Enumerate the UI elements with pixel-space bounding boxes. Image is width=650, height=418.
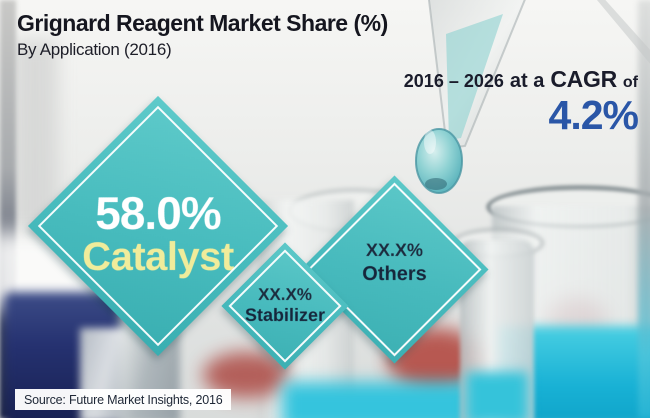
cagr-annotation: 2016 – 2026 at a CAGR of 4.2% [404,66,639,138]
source-text: Source: Future Market Insights, 2016 [24,392,223,407]
cyan-liquid-center [282,382,482,418]
page-subtitle: By Application (2016) [17,39,172,59]
header: Grignard Reagent Market Share (%) By App… [17,10,388,60]
catalyst-share-value: 58.0% [95,187,221,239]
photo-right-edge [638,0,650,418]
cagr-value: 4.2% [548,92,639,138]
others-share-value: XX.X% [365,240,424,261]
stabilizer-share-label: Stabilizer [244,305,326,326]
cagr-range: 2016 – 2026 [403,71,504,91]
diamond-catalyst: 58.0% Catalyst [27,95,289,357]
cagr-metric: CAGR [550,66,617,92]
catalyst-share-label: Catalyst [82,235,234,279]
cagr-suffix: of [622,74,638,91]
cagr-connector: at a [509,70,545,92]
page-title: Grignard Reagent Market Share (%) [17,10,388,36]
cagr-line: 2016 – 2026 at a CAGR of [404,66,638,93]
source-strip: Source: Future Market Insights, 2016 [15,389,232,410]
cyan-liquid-flask [466,372,528,418]
others-share-label: Others [362,262,427,285]
stabilizer-share-value: XX.X% [258,285,312,304]
